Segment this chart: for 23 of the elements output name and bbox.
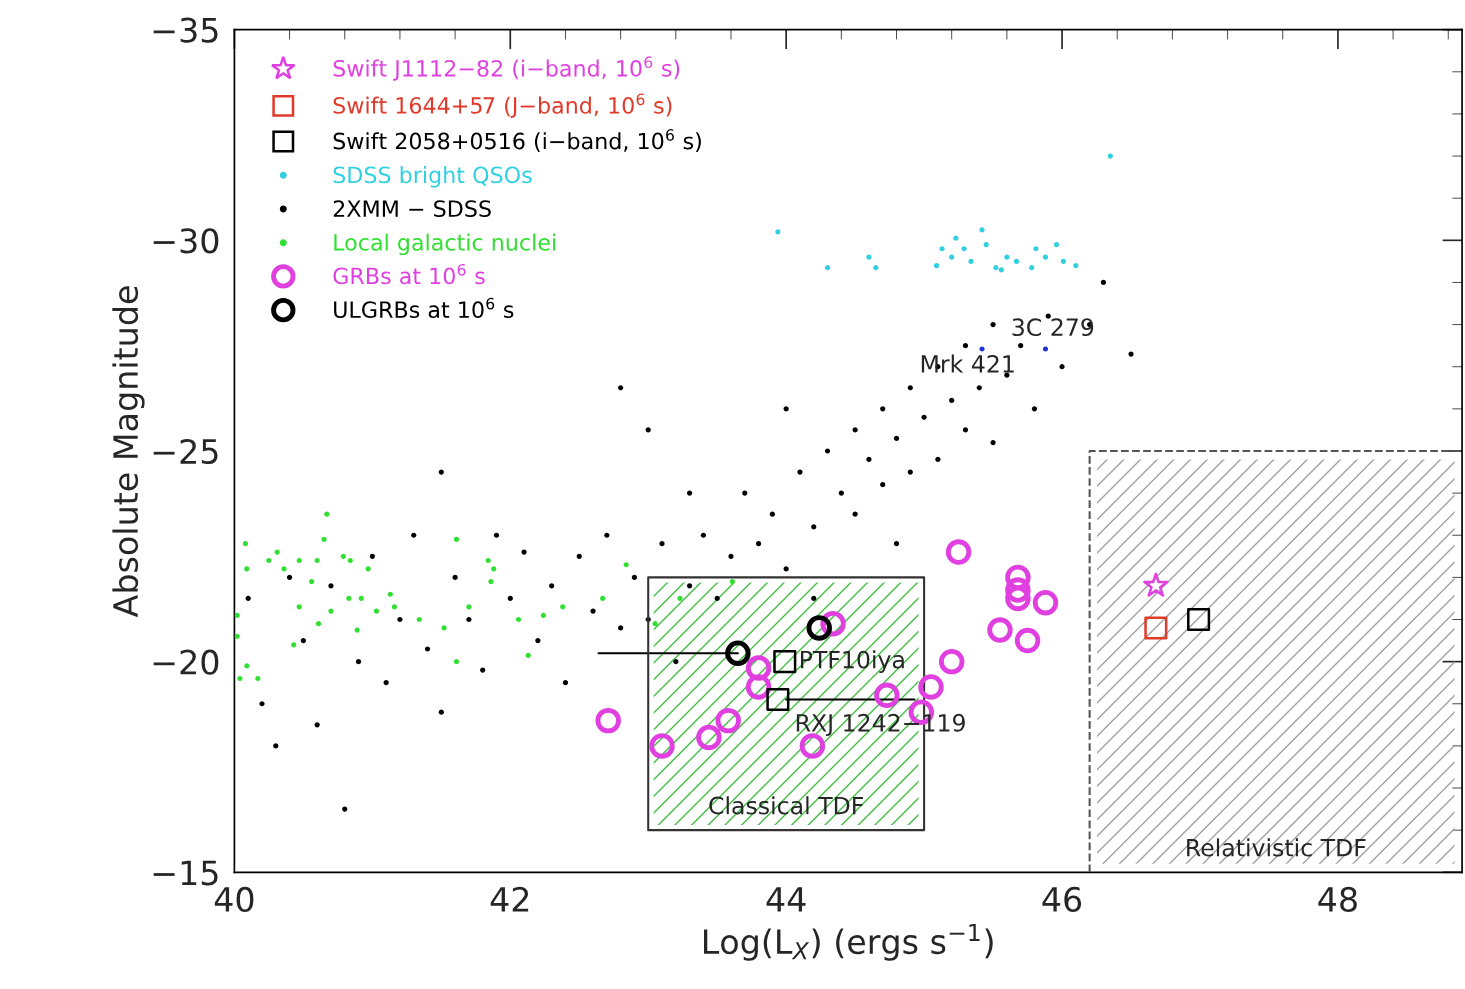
x-tick-label: 40 xyxy=(214,886,254,912)
legend-label: ULGRBs at 10$^{6}$ s xyxy=(334,297,514,319)
legend-label: Swift J1112−82 (i−band, 10$^{6}$ s) xyxy=(333,56,680,81)
annotation: Relativistic TDF xyxy=(1187,838,1366,857)
y-tick-label: −30 xyxy=(153,228,219,254)
legend-label: GRBs at 10$^{6}$ s xyxy=(333,263,485,285)
y-tick-label: −20 xyxy=(153,649,219,675)
y-tick-label: −25 xyxy=(153,438,218,465)
x-tick-label: 48 xyxy=(1318,886,1357,912)
y-tick-label: −35 xyxy=(153,17,218,43)
legend-label: Local galactic nuclei xyxy=(334,233,556,256)
x-tick-label: 44 xyxy=(766,887,806,912)
legend-label: SDSS bright QSOs xyxy=(333,166,532,188)
y-axis-title: Absolute Magnitude xyxy=(112,286,145,618)
x-axis-title: Log(L$_{X}$) (ergs s$^{−1}$) xyxy=(704,924,993,961)
x-tick-label: 46 xyxy=(1042,886,1082,912)
legend-label: Swift 1644+57 (J−band, 10$^{6}$ s) xyxy=(333,93,672,118)
y-tick-label: −15 xyxy=(153,860,218,886)
annotation: 3C 279 xyxy=(1012,318,1094,337)
legend-label: Swift 2058+0516 (i−band, 10$^{6}$ s) xyxy=(333,129,701,153)
x-tick-label: 42 xyxy=(490,886,529,912)
annotation: Mrk 421 xyxy=(921,354,1014,373)
legend-label: 2XMM − SDSS xyxy=(333,200,491,218)
